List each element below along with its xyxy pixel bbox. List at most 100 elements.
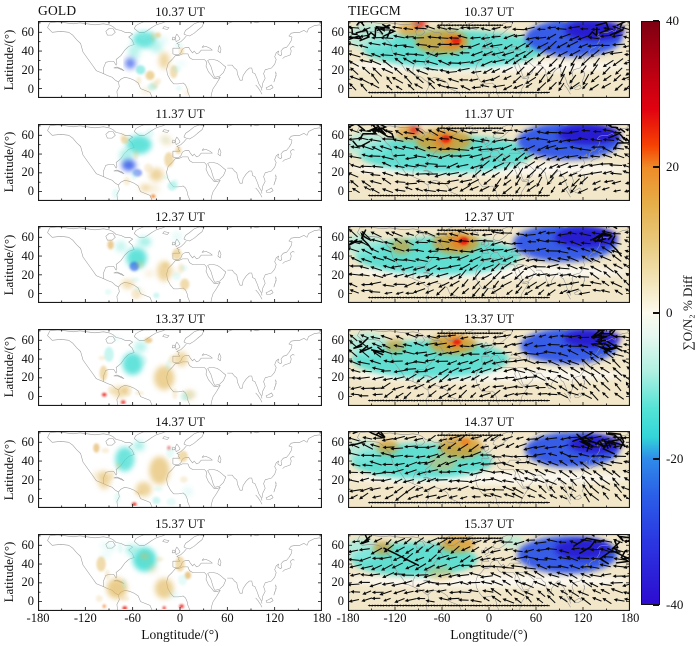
gold-map-svg [38, 328, 322, 406]
gold-map-panel [38, 21, 322, 98]
vector-field [348, 126, 630, 197]
y-tick-label: 0 [337, 81, 344, 96]
x-tick-label: -60 [433, 611, 451, 625]
vector-field [348, 24, 630, 94]
y-tick-label: 60 [331, 127, 345, 142]
y-tick-label: 20 [331, 370, 345, 385]
field-layer [112, 128, 182, 199]
y-tick-label: 0 [27, 81, 34, 96]
gold-map-panel [38, 533, 322, 611]
y-tick-label: 60 [331, 537, 345, 552]
y-tick-label: 0 [27, 594, 34, 609]
y-tick-label: 40 [21, 249, 35, 264]
panel-title: 15.37 UT [155, 516, 205, 531]
panel-border [348, 21, 630, 98]
gold-map-panel [38, 123, 322, 201]
tiegcm-map-svg [348, 533, 630, 611]
y-tick-label: 20 [21, 575, 35, 590]
tiegcm-map-panel [348, 328, 630, 406]
colorbar-tick-label: 20 [666, 159, 679, 174]
x-tick-label: -180 [26, 611, 50, 625]
tiegcm-map-svg [348, 431, 630, 508]
colorbar-tick [653, 458, 659, 460]
y-tick-label: 20 [331, 472, 345, 487]
x-tick-label: 180 [312, 611, 332, 625]
y-tick-label: 60 [21, 332, 35, 347]
field-layer [91, 440, 194, 506]
x-tick-label: -180 [336, 611, 360, 625]
field-layer [124, 31, 190, 96]
strong-wind-tangle [362, 533, 630, 566]
y-tick-label: 0 [337, 286, 344, 301]
panel-border [38, 226, 322, 303]
colorbar-tick-label: 0 [666, 305, 673, 320]
panel-border [38, 123, 322, 201]
strong-wind-tangle [353, 328, 623, 355]
field-layer [104, 231, 190, 300]
vector-field [348, 331, 630, 402]
y-tick-label: 0 [337, 184, 344, 199]
panel-border [348, 226, 630, 303]
panel-title: 10.37 UT [464, 3, 514, 19]
y-tick-label: 20 [21, 472, 35, 487]
y-tick-label: 20 [21, 267, 35, 282]
x-tick-label: -60 [124, 611, 141, 625]
y-tick-label: 0 [27, 184, 34, 199]
colorbar-tick-label: -40 [666, 597, 684, 612]
field-layer [348, 431, 630, 485]
x-tick-label: 120 [573, 611, 593, 625]
y-tick-label: 40 [331, 454, 345, 469]
colorbar-tick [653, 166, 659, 168]
panel-title: 11.37 UT [464, 106, 514, 121]
y-tick-label: 60 [331, 230, 345, 245]
panel-border [38, 533, 322, 611]
y-tick-label: 40 [21, 146, 35, 161]
axis-ticks [348, 226, 630, 303]
y-tick-label: 60 [331, 332, 345, 347]
field-layer [98, 335, 197, 404]
gold-map-svg [38, 21, 322, 98]
y-tick-label: 40 [331, 44, 345, 59]
y-tick-label: 0 [337, 389, 344, 404]
tiegcm-map-panel [348, 123, 630, 201]
y-tick-label: 20 [331, 575, 345, 590]
vector-field [348, 228, 630, 299]
panel-title: 13.37 UT [464, 311, 514, 326]
gold-map-svg [38, 123, 322, 201]
y-tick-label: 0 [27, 286, 34, 301]
x-tick-label: 60 [529, 611, 543, 625]
x-axis-label: Longtitude/(°) [141, 627, 219, 642]
panel-title: 12.37 UT [464, 208, 514, 224]
tiegcm-map-svg [348, 123, 630, 201]
panel-border [348, 533, 630, 611]
panel-title: 10.37 UT [155, 3, 205, 19]
y-tick-label: 40 [21, 44, 35, 59]
panel-border [38, 21, 322, 98]
x-tick-label: -120 [383, 611, 407, 625]
panel-border [348, 431, 630, 508]
panel-border [38, 431, 322, 508]
y-tick-label: 0 [27, 491, 34, 506]
tiegcm-map-panel [348, 533, 630, 611]
gold-map-panel [38, 226, 322, 303]
gold-map-panel [38, 431, 322, 508]
gold-map-svg [38, 533, 322, 611]
vector-field [348, 433, 630, 504]
colorbar-tick-label: -20 [666, 451, 684, 466]
y-tick-label: 60 [21, 435, 35, 450]
panel-title: 11.37 UT [155, 106, 205, 121]
column-header-gold: GOLD [38, 3, 77, 18]
x-tick-label: 180 [620, 611, 640, 625]
y-tick-label: 40 [331, 249, 345, 264]
y-tick-label: 20 [21, 370, 35, 385]
colorbar-tick [653, 20, 659, 22]
y-tick-label: 20 [21, 165, 35, 180]
y-tick-label: 60 [331, 25, 345, 40]
tiegcm-map-svg [348, 21, 630, 98]
colorbar-tick [653, 312, 659, 314]
panel-title: 12.37 UT [155, 208, 205, 224]
y-tick-label: 0 [337, 491, 344, 506]
x-tick-label: 0 [176, 611, 184, 625]
y-tick-label: 20 [21, 62, 35, 77]
